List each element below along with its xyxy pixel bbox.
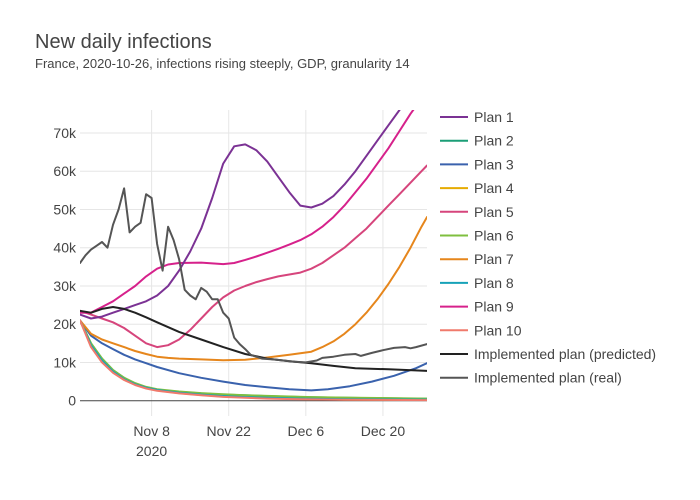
legend-item[interactable]: Plan 1 — [440, 109, 514, 125]
y-tick-label: 70k — [53, 125, 77, 141]
legend-label: Plan 7 — [474, 251, 514, 267]
y-tick-labels: 0 10k 20k 30k 40k 50k 60k 70k — [53, 125, 77, 409]
chart-title: New daily infections — [35, 31, 212, 53]
x-tick-label: Nov 22 — [207, 423, 252, 439]
series-line — [80, 319, 427, 400]
legend-item[interactable]: Plan 9 — [440, 299, 514, 315]
legend-label: Plan 9 — [474, 299, 514, 315]
y-tick-label: 40k — [53, 240, 77, 256]
legend-item[interactable]: Plan 10 — [440, 322, 522, 338]
x-tick-labels: Nov 8 2020 Nov 22 Dec 6 Dec 20 — [133, 423, 405, 459]
series-line — [80, 187, 427, 364]
chart-subtitle: France, 2020-10-26, infections rising st… — [35, 56, 410, 71]
series-line — [80, 319, 427, 401]
legend-label: Plan 2 — [474, 133, 514, 149]
legend-item[interactable]: Plan 7 — [440, 251, 514, 267]
series-line — [80, 110, 415, 314]
legend-label: Implemented plan (predicted) — [474, 346, 656, 362]
series-line — [80, 306, 427, 372]
series-line — [80, 319, 427, 402]
x-tick-label: Nov 8 — [133, 423, 170, 439]
legend-item[interactable]: Plan 4 — [440, 180, 514, 196]
y-tick-label: 0 — [68, 393, 76, 409]
y-tick-label: 10k — [53, 354, 77, 370]
x-tick-label: Dec 6 — [288, 423, 325, 439]
series-line — [80, 110, 401, 320]
series-lines — [80, 110, 427, 402]
legend-label: Plan 10 — [474, 322, 522, 338]
series-line — [80, 216, 427, 362]
legend-item[interactable]: Implemented plan (real) — [440, 370, 622, 386]
y-tick-label: 20k — [53, 316, 77, 332]
y-tick-label: 50k — [53, 201, 77, 217]
legend-item[interactable]: Plan 3 — [440, 156, 514, 172]
legend-item[interactable]: Plan 2 — [440, 133, 514, 149]
legend-label: Plan 8 — [474, 275, 514, 291]
legend-label: Plan 5 — [474, 204, 514, 220]
legend-label: Implemented plan (real) — [474, 370, 622, 386]
legend-item[interactable]: Plan 6 — [440, 228, 514, 244]
x-tick-label: Dec 20 — [361, 423, 406, 439]
legend-item[interactable]: Plan 8 — [440, 275, 514, 291]
series-line — [80, 319, 427, 392]
x-tick-year-label: 2020 — [136, 443, 167, 459]
legend-item[interactable]: Plan 5 — [440, 204, 514, 220]
legend[interactable]: Plan 1 Plan 2 Plan 3 Plan 4 Plan 5 Plan 6 Plan… — [440, 109, 656, 386]
legend-label: Plan 1 — [474, 109, 514, 125]
y-tick-label: 30k — [53, 278, 77, 294]
legend-label: Plan 4 — [474, 180, 514, 196]
y-tick-label: 60k — [53, 163, 77, 179]
series-line — [80, 319, 427, 401]
legend-label: Plan 3 — [474, 156, 514, 172]
legend-item[interactable]: Implemented plan (predicted) — [440, 346, 656, 362]
legend-label: Plan 6 — [474, 228, 514, 244]
y-gridlines — [80, 132, 427, 363]
series-line — [80, 164, 427, 349]
